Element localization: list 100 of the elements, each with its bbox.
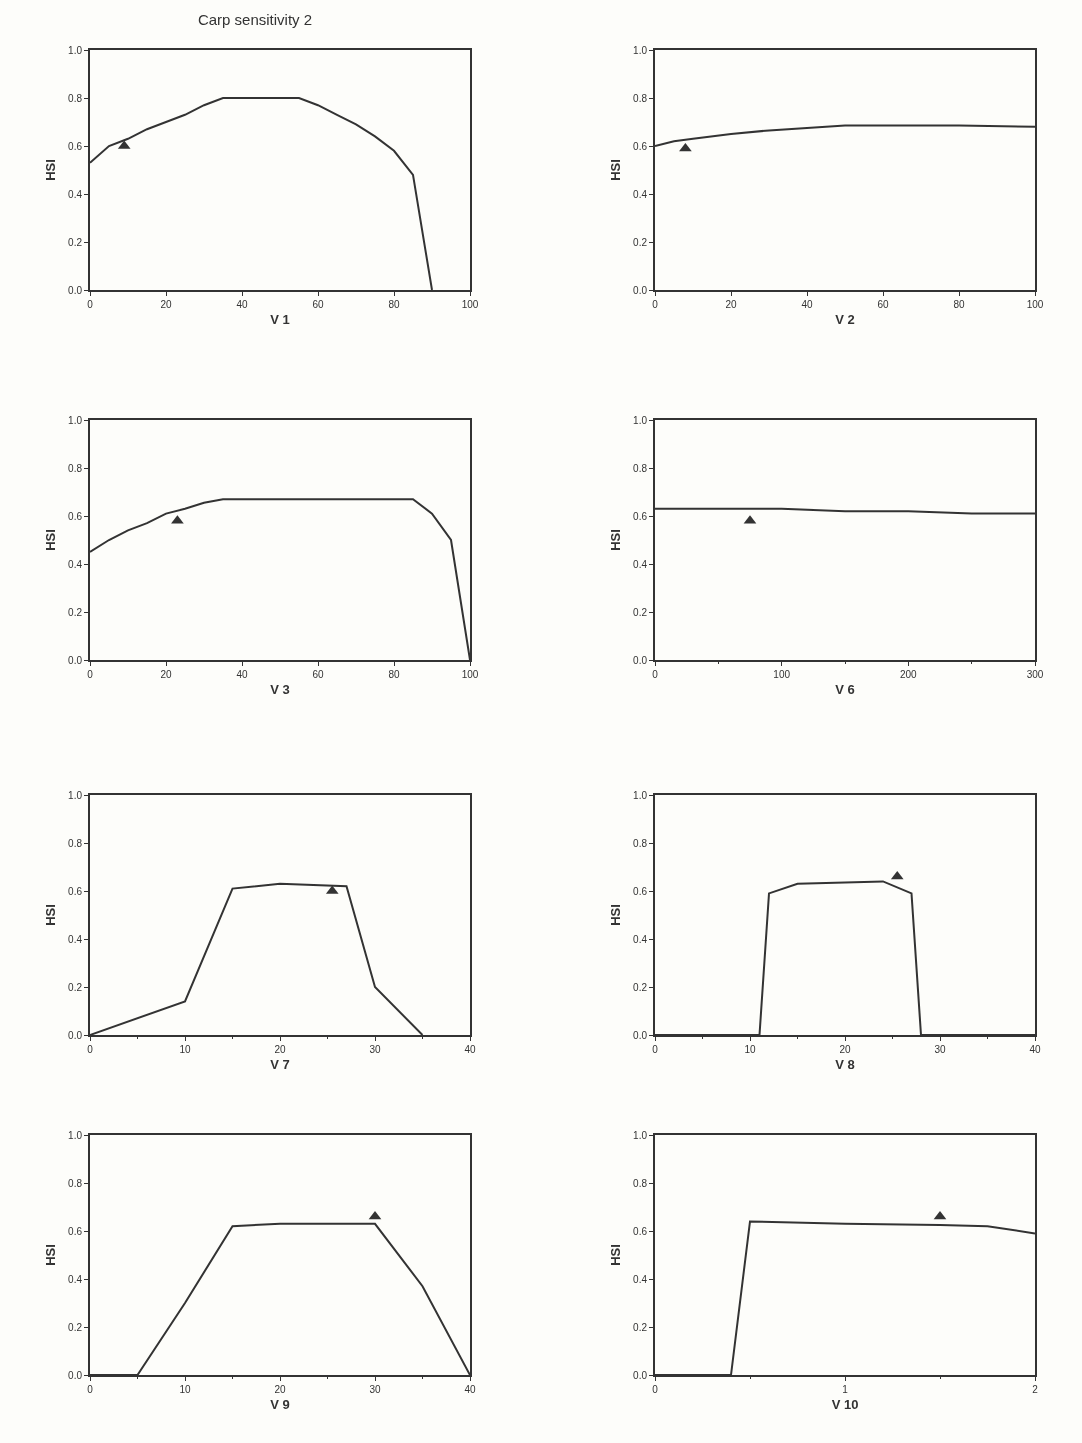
y-tick-label: 0.6: [68, 885, 83, 897]
x-tick-label: 60: [877, 299, 889, 310]
x-tick-label: 40: [236, 669, 248, 680]
x-tick-label: 0: [87, 1044, 94, 1055]
y-tick-label: 0.6: [633, 510, 648, 522]
y-tick-label: 0.2: [68, 1321, 83, 1333]
x-tick-label: 30: [369, 1044, 381, 1055]
y-tick-label: 0.8: [633, 1177, 648, 1189]
x-axis-title: V 2: [835, 312, 855, 328]
y-tick-label: 0.6: [633, 885, 648, 897]
y-tick-label: 0.4: [68, 1273, 83, 1285]
y-axis-title: HSI: [42, 529, 58, 551]
y-tick-label: 0.0: [68, 654, 83, 666]
x-tick-label: 40: [801, 299, 813, 310]
y-tick-label: 0.6: [633, 140, 648, 152]
y-axis-title: HSI: [42, 159, 58, 181]
y-tick-label: 0.2: [68, 606, 83, 618]
x-tick-label: 0: [652, 669, 659, 680]
y-tick-label: 0.8: [68, 837, 83, 849]
x-tick-label: 300: [1026, 669, 1044, 680]
x-axis-title: V 8: [835, 1057, 855, 1073]
y-tick-label: 0.6: [633, 1225, 648, 1237]
x-tick-label: 30: [934, 1044, 946, 1055]
x-tick-label: 20: [274, 1384, 286, 1395]
x-tick-label: 20: [160, 299, 172, 310]
x-tick-label: 80: [953, 299, 965, 310]
x-tick-label: 40: [1029, 1044, 1041, 1055]
y-tick-label: 1.0: [633, 1129, 648, 1141]
x-tick-label: 200: [899, 669, 918, 680]
x-tick-label: 0: [652, 1044, 659, 1055]
y-tick-label: 0.2: [68, 981, 83, 993]
y-tick-label: 0.4: [68, 558, 83, 570]
y-tick-label: 0.2: [633, 236, 648, 248]
y-tick-label: 1.0: [68, 414, 83, 426]
y-axis-title: HSI: [607, 529, 623, 551]
x-tick-label: 0: [652, 1384, 659, 1395]
y-tick-label: 0.0: [68, 1369, 83, 1381]
y-tick-label: 0.6: [68, 140, 83, 152]
x-tick-label: 30: [369, 1384, 381, 1395]
x-tick-label: 0: [87, 1384, 94, 1395]
x-tick-label: 40: [464, 1044, 476, 1055]
x-tick-label: 60: [312, 669, 324, 680]
y-tick-label: 0.8: [68, 92, 83, 104]
y-tick-label: 0.6: [68, 1225, 83, 1237]
x-tick-label: 2: [1032, 1384, 1039, 1395]
y-tick-label: 0.4: [68, 188, 83, 200]
x-tick-label: 10: [179, 1044, 191, 1055]
y-tick-label: 0.8: [68, 1177, 83, 1189]
y-tick-label: 1.0: [633, 44, 648, 56]
y-tick-label: 0.0: [633, 1029, 648, 1041]
y-tick-label: 0.8: [633, 837, 648, 849]
x-axis-title: V 9: [270, 1397, 290, 1413]
y-tick-label: 0.0: [68, 284, 83, 296]
y-tick-label: 1.0: [68, 1129, 83, 1141]
y-tick-label: 1.0: [68, 789, 83, 801]
y-tick-label: 0.0: [68, 1029, 83, 1041]
y-tick-label: 0.0: [633, 654, 648, 666]
y-tick-label: 0.8: [633, 462, 648, 474]
y-tick-label: 0.4: [633, 933, 648, 945]
y-axis-title: HSI: [42, 1244, 58, 1266]
y-tick-label: 1.0: [633, 414, 648, 426]
y-tick-label: 0.4: [633, 1273, 648, 1285]
x-axis-title: V 3: [270, 682, 290, 698]
y-tick-label: 0.8: [633, 92, 648, 104]
x-tick-label: 80: [388, 669, 400, 680]
x-tick-label: 0: [87, 669, 94, 680]
y-tick-label: 0.6: [68, 510, 83, 522]
x-tick-label: 20: [274, 1044, 286, 1055]
y-tick-label: 0.2: [68, 236, 83, 248]
x-axis-title: V 1: [270, 312, 290, 328]
y-tick-label: 0.0: [633, 284, 648, 296]
x-tick-label: 0: [652, 299, 659, 310]
y-tick-label: 1.0: [68, 44, 83, 56]
x-tick-label: 20: [160, 669, 172, 680]
x-axis-title: V 10: [831, 1397, 859, 1413]
y-axis-title: HSI: [42, 904, 58, 926]
x-tick-label: 100: [1026, 299, 1044, 310]
x-tick-label: 60: [312, 299, 324, 310]
y-tick-label: 0.0: [633, 1369, 648, 1381]
x-tick-label: 0: [87, 299, 94, 310]
x-tick-label: 10: [744, 1044, 756, 1055]
y-axis-title: HSI: [607, 904, 623, 926]
x-tick-label: 10: [179, 1384, 191, 1395]
y-tick-label: 0.4: [633, 558, 648, 570]
y-tick-label: 0.8: [68, 462, 83, 474]
y-tick-label: 0.2: [633, 981, 648, 993]
y-tick-label: 0.2: [633, 606, 648, 618]
y-tick-label: 0.4: [68, 933, 83, 945]
x-tick-label: 1: [842, 1384, 849, 1395]
x-tick-label: 20: [725, 299, 737, 310]
x-tick-label: 100: [461, 299, 479, 310]
x-tick-label: 40: [464, 1384, 476, 1395]
y-axis-title: HSI: [607, 159, 623, 181]
y-axis-title: HSI: [607, 1244, 623, 1266]
x-tick-label: 20: [839, 1044, 851, 1055]
chart-title: Carp sensitivity 2: [197, 10, 313, 28]
x-tick-label: 100: [461, 669, 479, 680]
y-tick-label: 0.2: [633, 1321, 648, 1333]
x-axis-title: V 6: [835, 682, 855, 698]
x-tick-label: 40: [236, 299, 248, 310]
